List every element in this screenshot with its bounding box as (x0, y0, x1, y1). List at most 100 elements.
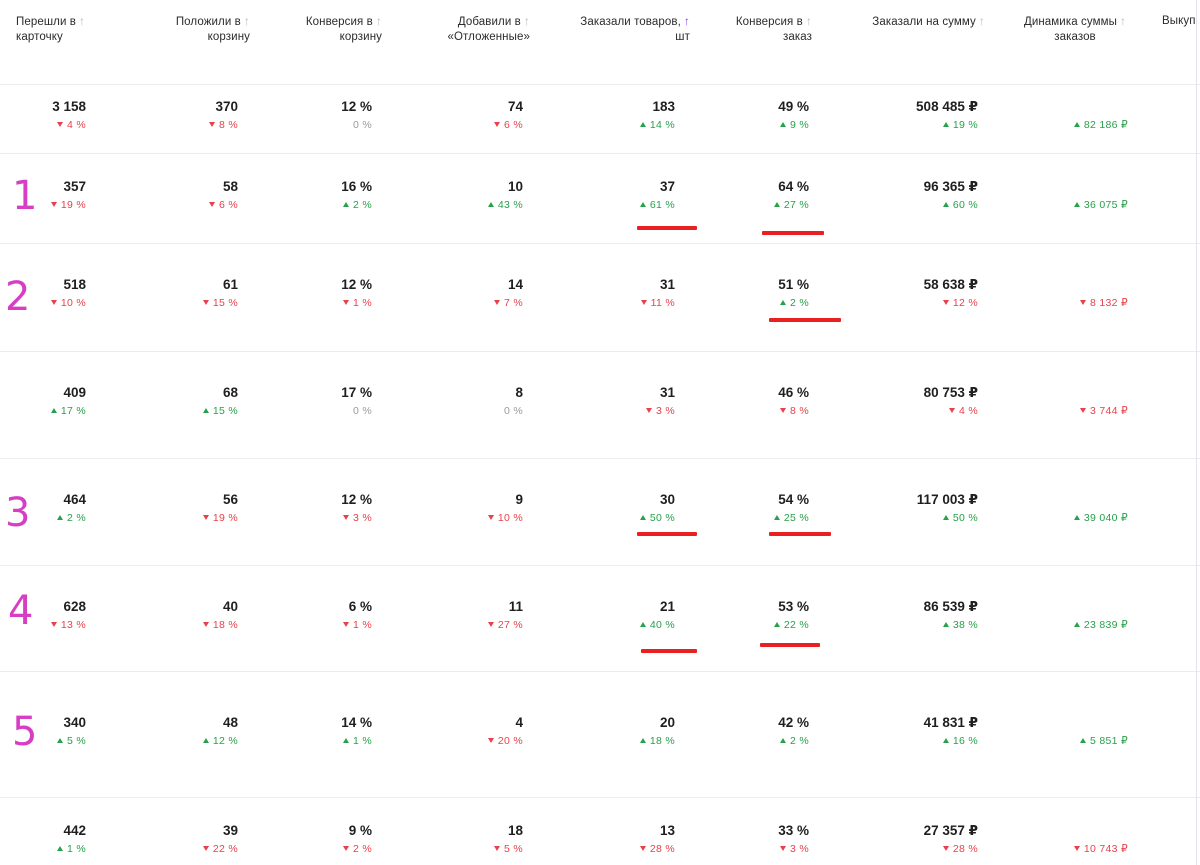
cell-delta: 10 % (363, 512, 523, 525)
delta-text: 2 % (353, 199, 372, 211)
cell-value: 117 003 ₽ (916, 492, 978, 507)
triangle-up-icon (57, 846, 63, 851)
table-cell: 86 539 ₽ 38 % (818, 599, 978, 632)
cell-delta: 36 075 ₽ (968, 199, 1128, 212)
cell-value: 96 365 ₽ (923, 179, 978, 194)
delta-text: 9 % (790, 119, 809, 131)
triangle-down-icon (494, 846, 500, 851)
triangle-up-icon (780, 122, 786, 127)
delta-text: 22 % (212, 843, 238, 855)
table-cell: 48 12 % (78, 715, 238, 748)
cell-value: 64 % (778, 179, 809, 194)
table-cell: 30 50 % (515, 492, 675, 525)
sort-arrow-icon[interactable]: ↑ (978, 14, 985, 28)
cell-value: 80 753 ₽ (923, 385, 978, 400)
sort-arrow-icon[interactable]: ↑ (683, 14, 690, 28)
cell-value: 49 % (778, 99, 809, 114)
cell-delta: 11 % (515, 297, 675, 310)
column-header[interactable]: Положили в ↑ корзину (150, 14, 250, 45)
delta-text: 22 % (783, 619, 809, 631)
cell-value: 9 % (348, 823, 372, 838)
cell-value: 628 (63, 599, 86, 614)
delta-text: 3 % (353, 512, 372, 524)
delta-text: 4 % (67, 119, 86, 131)
column-header-line: заказов (1010, 30, 1140, 45)
cell-value: 48 (222, 715, 238, 730)
table-cell: 357 19 % (0, 179, 86, 212)
table-cell: 40 18 % (78, 599, 238, 632)
cell-value: 357 (63, 179, 86, 194)
cell-value: 39 (222, 823, 238, 838)
column-header[interactable]: Заказали на сумму ↑ (845, 14, 985, 30)
delta-text: 27 % (497, 619, 523, 631)
column-header-text: Динамика суммы (1023, 16, 1117, 28)
column-header[interactable]: Выкуп (1162, 14, 1200, 29)
delta-text: 3 % (656, 405, 675, 417)
cell-delta: 16 % (818, 735, 978, 748)
cell-value: 6 % (348, 599, 372, 614)
triangle-down-icon (646, 408, 652, 413)
cell-delta: 2 % (212, 199, 372, 212)
sort-arrow-icon[interactable]: ↑ (1119, 14, 1127, 28)
table-cell: 82 186 ₽ (968, 99, 1128, 132)
triangle-up-icon (639, 738, 646, 743)
triangle-up-icon (942, 202, 949, 207)
triangle-down-icon (202, 846, 209, 851)
cell-value: 46 % (778, 385, 809, 400)
column-header-text: Заказали товаров, (580, 16, 681, 28)
cell-value: 31 (659, 277, 675, 292)
cell-delta: 17 % (0, 405, 86, 418)
column-header-text: карточку (16, 31, 63, 43)
cell-value: 53 % (778, 599, 809, 614)
sort-arrow-icon[interactable]: ↑ (805, 14, 812, 28)
triangle-up-icon (773, 202, 780, 207)
cell-delta: 18 % (515, 735, 675, 748)
sort-arrow-icon[interactable]: ↑ (243, 14, 250, 28)
cell-value: 14 % (341, 715, 372, 730)
table-cell: 6 % 1 % (212, 599, 372, 632)
delta-text: 8 % (790, 405, 809, 417)
cell-delta: 4 % (818, 405, 978, 418)
sort-arrow-icon[interactable]: ↑ (523, 14, 530, 28)
delta-text: 38 % (952, 619, 978, 631)
cell-value: 183 (652, 99, 675, 114)
cell-value: 464 (63, 492, 86, 507)
column-header-text: Перешли в (16, 16, 77, 28)
column-header-line: Конверсия в ↑ (712, 14, 812, 30)
scroll-edge-divider (1196, 0, 1197, 865)
cell-delta: 19 % (818, 119, 978, 132)
cell-delta: 15 % (78, 297, 238, 310)
sort-arrow-icon[interactable]: ↑ (79, 14, 86, 28)
triangle-up-icon (942, 622, 949, 627)
red-underline-annotation (637, 532, 697, 536)
row-divider (0, 84, 1200, 85)
delta-text: 3 744 ₽ (1090, 405, 1128, 417)
cell-delta: 15 % (78, 405, 238, 418)
cell-delta: 28 % (818, 843, 978, 856)
column-header-text: Заказали на сумму (872, 16, 976, 28)
cell-delta: 18 % (78, 619, 238, 632)
table-cell: 16 % 2 % (212, 179, 372, 212)
cell-value: 12 % (341, 492, 372, 507)
column-header[interactable]: Заказали товаров, ↑ шт (555, 14, 690, 45)
table-cell: 464 2 % (0, 492, 86, 525)
column-header[interactable]: Конверсия в ↑ корзину (282, 14, 382, 45)
triangle-down-icon (343, 515, 349, 520)
table-cell: 54 % 25 % (649, 492, 809, 525)
cell-delta: 23 839 ₽ (968, 619, 1128, 632)
table-cell: 68 15 % (78, 385, 238, 418)
triangle-down-icon (1073, 846, 1080, 851)
column-header[interactable]: Динамика суммы ↑ заказов (1010, 14, 1140, 45)
column-header[interactable]: Перешли в ↑ карточку (16, 14, 106, 45)
row-divider (0, 351, 1200, 352)
triangle-down-icon (1080, 408, 1087, 413)
column-header-line: Добавили в ↑ (415, 14, 530, 30)
column-header[interactable]: Конверсия в ↑ заказ (712, 14, 812, 45)
table-cell: 9 % 2 % (212, 823, 372, 856)
sort-arrow-icon[interactable]: ↑ (375, 14, 382, 28)
cell-value: 21 (659, 599, 675, 614)
delta-text: 5 851 ₽ (1090, 735, 1128, 747)
column-header[interactable]: Добавили в ↑ «Отложенные» (415, 14, 530, 45)
table-cell: 3 158 4 % (0, 99, 86, 132)
triangle-up-icon (942, 122, 949, 127)
